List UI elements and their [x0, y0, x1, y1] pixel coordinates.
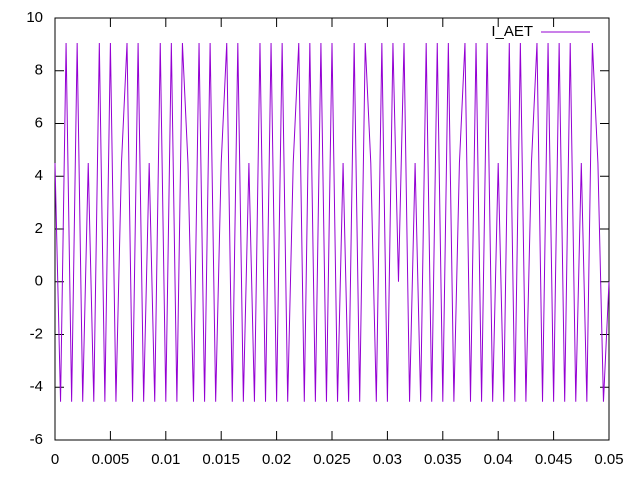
legend-label: I_AET	[491, 23, 533, 40]
x-tick-label: 0.01	[151, 451, 180, 468]
y-tick-label: 4	[35, 167, 43, 184]
x-tick-label: 0.005	[92, 451, 130, 468]
x-tick-label: 0.025	[313, 451, 351, 468]
x-tick-label: 0.03	[373, 451, 402, 468]
x-tick-label: 0.05	[594, 451, 623, 468]
y-tick-label: 10	[26, 9, 43, 26]
y-tick-label: 2	[35, 220, 43, 237]
y-tick-label: -6	[30, 431, 43, 448]
y-tick-label: 0	[35, 273, 43, 290]
x-tick-label: 0	[51, 451, 59, 468]
x-tick-label: 0.045	[535, 451, 573, 468]
series-line	[54, 43, 610, 402]
x-tick-label: 0.035	[424, 451, 462, 468]
x-tick-label: 0.04	[484, 451, 513, 468]
x-tick-label: 0.02	[262, 451, 291, 468]
y-tick-label: 8	[35, 62, 43, 79]
y-tick-label: 6	[35, 114, 43, 131]
y-tick-label: -4	[30, 378, 43, 395]
y-tick-label: -2	[30, 325, 43, 342]
x-tick-label: 0.015	[202, 451, 240, 468]
